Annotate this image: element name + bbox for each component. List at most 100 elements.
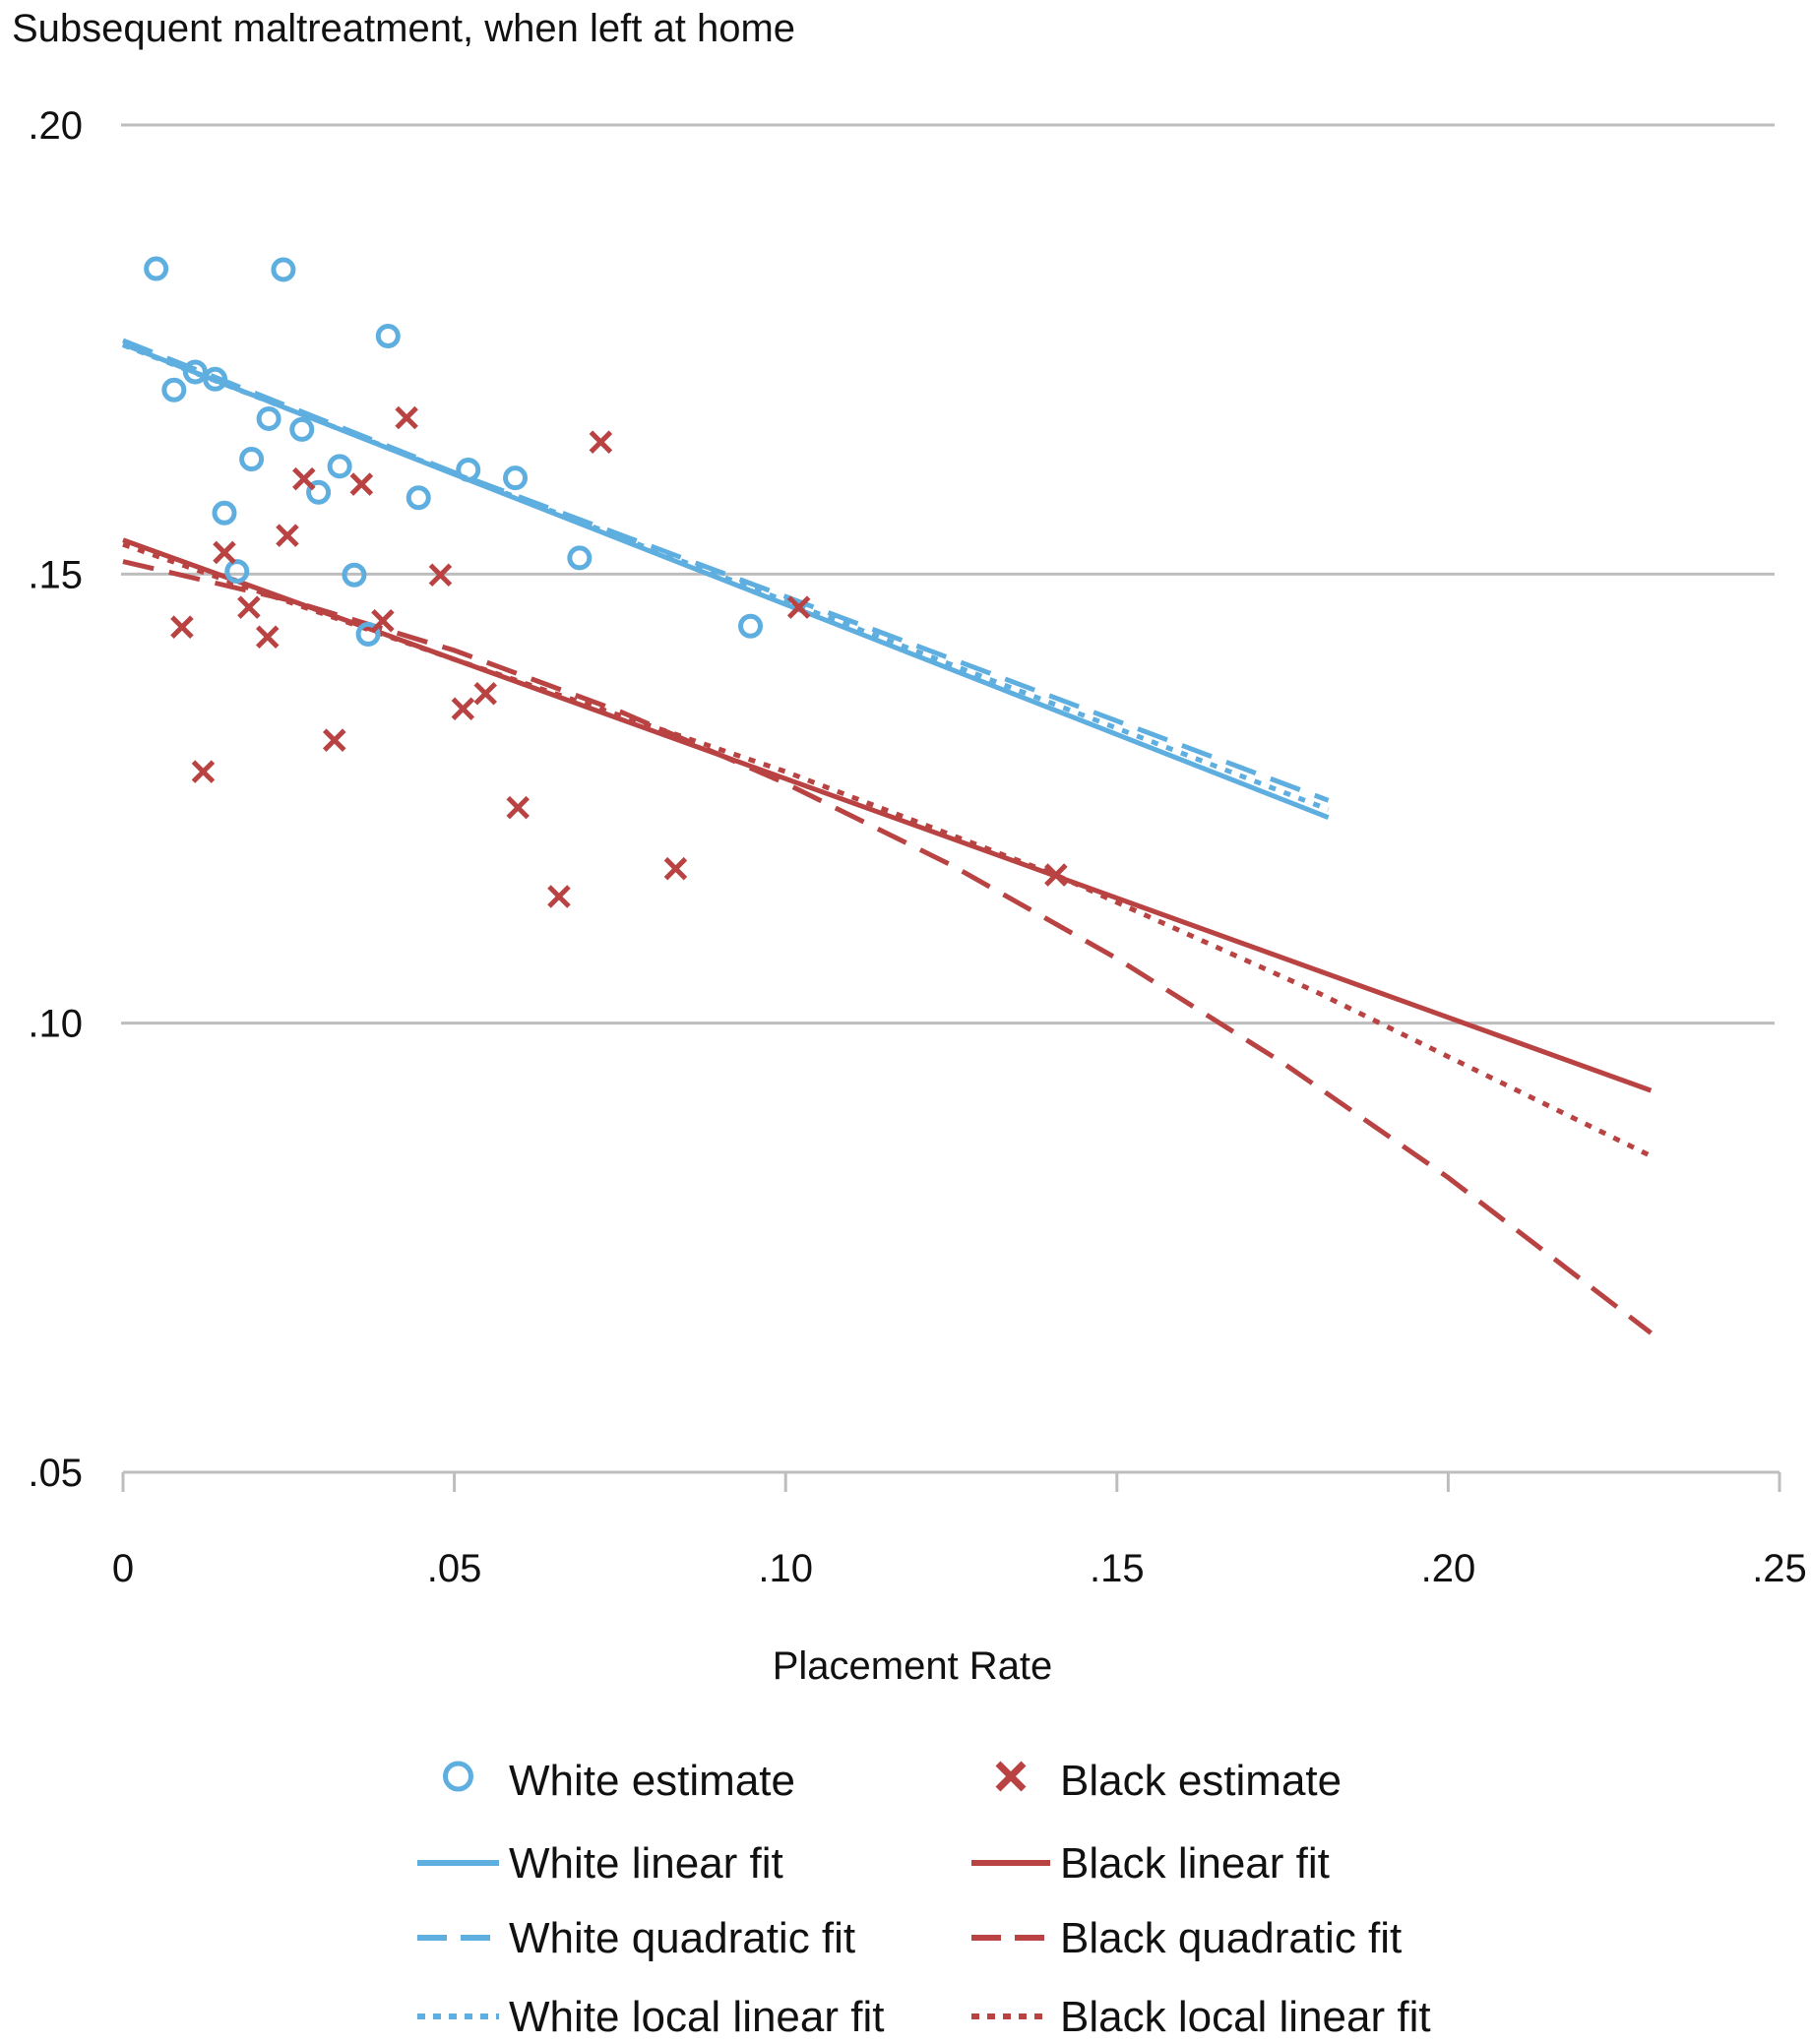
legend-label: Black quadratic fit	[1060, 1914, 1402, 1962]
legend-circle-icon	[443, 1761, 473, 1792]
black-estimate-point	[1044, 863, 1068, 887]
black-estimate-point-stroke	[547, 885, 571, 908]
legend-label: Black estimate	[1060, 1757, 1342, 1805]
white-local-linear-fit-line	[122, 342, 1330, 812]
black-estimate-point-stroke	[292, 466, 316, 491]
legend-x-icon	[995, 1761, 1027, 1792]
black-estimate-point-stroke	[1044, 863, 1068, 887]
white-estimate-point	[161, 377, 187, 403]
legend-label: White linear fit	[509, 1839, 783, 1888]
y-tick-label: .05	[28, 1452, 83, 1495]
black-estimate-point	[213, 540, 236, 565]
x-tick-label: .20	[1421, 1547, 1476, 1590]
black-estimate-point	[589, 430, 613, 454]
black-estimate-point	[191, 760, 216, 783]
black-estimate-point-stroke	[237, 595, 261, 619]
y-tick-label: .15	[28, 553, 83, 596]
white-estimate-point	[203, 366, 228, 392]
black-estimate-point	[237, 595, 261, 619]
gridlines	[121, 123, 1775, 1025]
legend: White estimate White linear fit White quad…	[417, 1757, 1431, 2041]
x-axis-label: Placement Rate	[773, 1644, 1053, 1688]
x-tick-label: .15	[1090, 1547, 1145, 1590]
legend-label: White local linear fit	[509, 1993, 884, 2041]
black-estimate-point	[663, 856, 688, 881]
legend-item: Black estimate	[995, 1757, 1342, 1805]
black-estimate-point-stroke	[371, 609, 395, 633]
white-estimate-point	[212, 500, 237, 526]
black-estimate-point	[170, 615, 194, 639]
white-estimate-point	[456, 457, 481, 482]
legend-item: White quadratic fit	[417, 1914, 855, 1962]
black-estimate-point-stroke	[451, 697, 475, 721]
data-points	[144, 256, 1068, 908]
black-estimate-point-stroke	[473, 681, 498, 706]
black-estimate-point	[506, 795, 530, 820]
white-estimate-point	[406, 485, 431, 511]
black-estimate-point	[786, 595, 811, 619]
white-estimate-point	[342, 562, 367, 588]
black-estimate-point	[349, 472, 374, 496]
black-estimate-point-stroke	[506, 795, 530, 820]
white-estimate-point	[567, 545, 593, 571]
x-tick-label: 0	[112, 1547, 134, 1590]
black-estimate-point-stroke	[276, 524, 299, 547]
y-tick-label: .20	[28, 104, 83, 148]
black-estimate-point-stroke	[213, 540, 236, 565]
white-estimate-point	[503, 465, 529, 491]
legend-label: Black local linear fit	[1060, 1993, 1431, 2041]
white-estimate-point	[738, 613, 764, 639]
black-estimate-point	[322, 728, 346, 752]
black-estimate-point	[473, 681, 498, 706]
legend-item: White local linear fit	[417, 1993, 884, 2041]
x-tick-label: .05	[427, 1547, 482, 1590]
white-estimate-point	[327, 454, 352, 479]
black-estimate-point	[428, 563, 453, 588]
y-tick-label: .10	[28, 1003, 83, 1046]
x-tick-label: .10	[758, 1547, 813, 1590]
white-estimate-point	[256, 405, 281, 431]
legend-label: White quadratic fit	[509, 1914, 855, 1962]
white-estimate-point	[224, 559, 250, 585]
x-tick-label: .25	[1752, 1547, 1807, 1590]
black-estimate-point-stroke	[663, 856, 688, 881]
legend-item: Black local linear fit	[971, 1993, 1431, 2041]
black-estimate-point-stroke	[170, 615, 194, 639]
black-estimate-point-stroke	[322, 728, 346, 752]
black-estimate-point-stroke	[589, 430, 613, 454]
axes: .05 .10 .15 .20 0 .05 .10 .15 .20 .25	[28, 104, 1806, 1590]
black-estimate-point-stroke	[349, 472, 374, 496]
black-estimate-point	[292, 466, 316, 491]
white-estimate-point	[144, 256, 169, 281]
black-estimate-point-stroke	[428, 563, 453, 588]
white-estimate-point	[239, 447, 265, 472]
white-estimate-point	[355, 621, 381, 647]
legend-item: White linear fit	[417, 1839, 783, 1888]
black-estimate-point	[395, 405, 418, 430]
fit-lines	[122, 338, 1653, 1335]
legend-x-icon-stroke	[995, 1761, 1027, 1792]
black-quadratic-fit-line	[122, 559, 1653, 1335]
white-estimate-point	[306, 479, 332, 505]
black-estimate-point	[371, 609, 395, 633]
black-estimate-point-stroke	[786, 595, 811, 619]
legend-item: White estimate	[443, 1757, 795, 1805]
legend-item: Black quadratic fit	[971, 1914, 1402, 1962]
black-estimate-point-stroke	[395, 405, 418, 430]
white-estimate-point	[375, 323, 401, 348]
black-estimate-point	[547, 885, 571, 908]
black-estimate-point	[451, 697, 475, 721]
legend-item: Black linear fit	[971, 1839, 1330, 1888]
black-estimate-point-stroke	[191, 760, 216, 783]
black-estimate-point-stroke	[255, 625, 280, 649]
black-estimate-point	[276, 524, 299, 547]
legend-label: White estimate	[509, 1757, 795, 1805]
black-estimate-point	[255, 625, 280, 649]
chart-title: Subsequent maltreatment, when left at ho…	[12, 7, 795, 50]
legend-label: Black linear fit	[1060, 1839, 1330, 1888]
white-quadratic-fit-line	[122, 338, 1330, 803]
white-estimate-point	[271, 257, 296, 282]
white-estimate-point	[289, 416, 315, 442]
white-estimate-point	[182, 359, 208, 385]
